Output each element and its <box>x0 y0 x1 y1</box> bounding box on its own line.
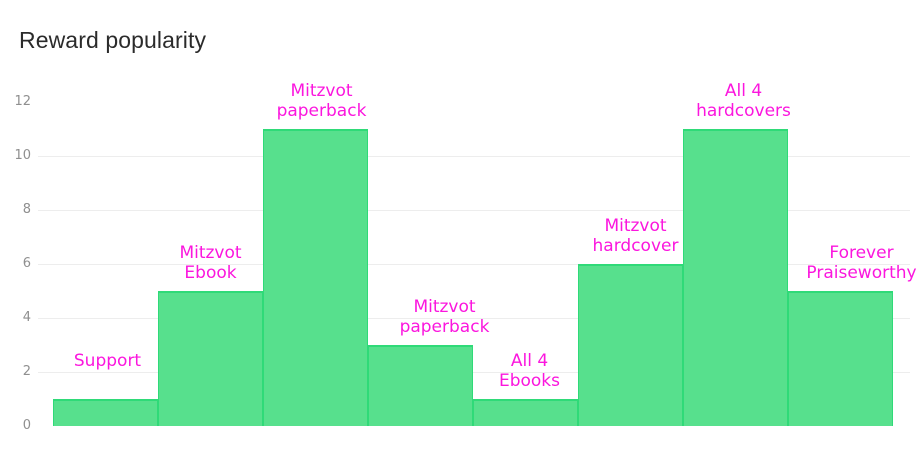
bar-label: All 4 hardcovers <box>634 81 854 121</box>
bar-label: Mitzvot paperback <box>212 81 432 121</box>
gridline <box>38 210 910 211</box>
bar[interactable] <box>788 291 893 426</box>
bar[interactable] <box>53 399 158 426</box>
y-axis-tick-label: 2 <box>22 364 31 379</box>
y-axis-tick-label: 8 <box>22 202 31 217</box>
bar-label-line: paperback <box>276 101 367 121</box>
bar-label-line: Mitzvot <box>290 81 353 101</box>
bar[interactable] <box>473 399 578 426</box>
y-axis-tick-label: 4 <box>22 310 31 325</box>
bar[interactable] <box>578 264 683 426</box>
bar-label-line: hardcovers <box>696 101 791 121</box>
y-axis-tick-label: 0 <box>22 418 31 433</box>
gridline <box>38 318 910 319</box>
gridline <box>38 264 910 265</box>
y-axis-tick-label: 6 <box>22 256 31 271</box>
gridline <box>38 156 910 157</box>
y-axis-tick-label: 10 <box>14 148 31 163</box>
chart-title: Reward popularity <box>19 27 207 53</box>
bar-label-line: All 4 <box>724 81 763 101</box>
gridline <box>38 372 910 373</box>
bar[interactable] <box>158 291 263 426</box>
y-axis-tick-label: 12 <box>14 94 31 109</box>
bar[interactable] <box>683 129 788 426</box>
bar[interactable] <box>263 129 368 426</box>
bar[interactable] <box>368 345 473 426</box>
